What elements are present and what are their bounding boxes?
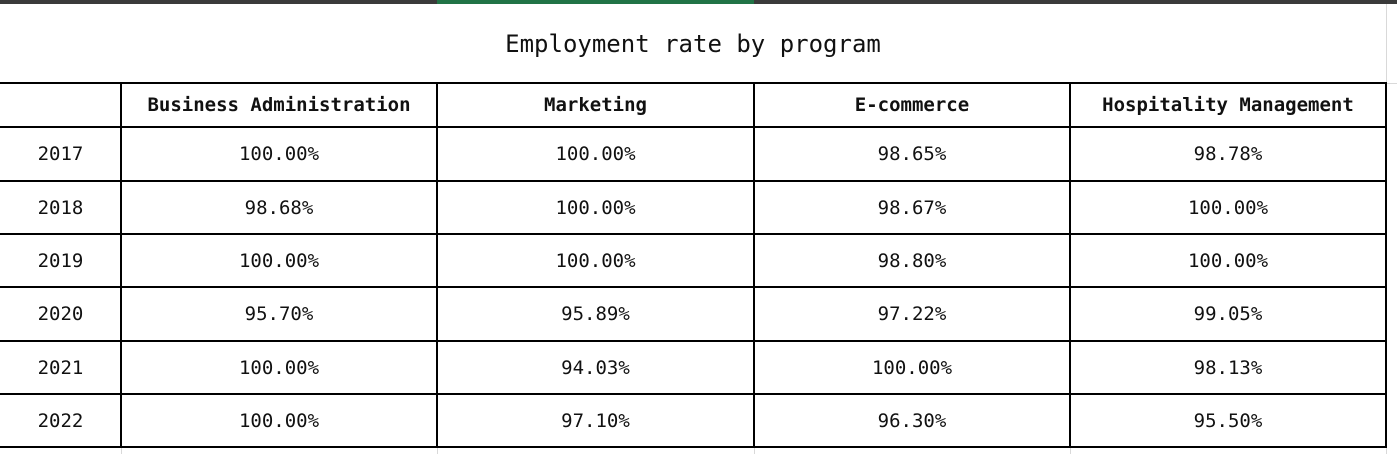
rate-cell: 100.00% [871,356,953,379]
rate-cell: 99.05% [1193,303,1263,325]
year-cell: 2022 [37,409,84,432]
rate-cell: 100.00% [238,249,320,272]
year-cell: 2019 [37,249,84,272]
cell-border [436,83,438,448]
rate-cell: 98.67% [877,196,947,219]
rate-cell: 97.22% [877,303,947,325]
rate-cell: 96.30% [877,409,947,432]
cell-border [1385,83,1387,448]
cell-border [1069,83,1071,448]
rate-cell: 100.00% [555,249,636,272]
rate-cell: 100.00% [555,196,636,219]
rate-cell: 95.89% [561,303,630,325]
rate-cell: 97.10% [561,409,630,432]
rate-cell: 100.00% [238,409,320,432]
sheet-gridline [1070,447,1071,454]
column-header: Hospitality Management [1102,94,1354,116]
rate-cell: 98.13% [1193,356,1263,379]
cell-border [753,83,755,448]
cell-border [120,83,122,448]
cell-border [0,233,1387,235]
rate-cell: 100.00% [555,143,636,165]
year-cell: 2018 [37,196,84,219]
cell-border [0,286,1387,288]
column-header: Marketing [544,94,647,116]
sheet-gridline [1386,83,1397,84]
sheet-gridline [437,447,438,454]
table-title: Employment rate by program [505,29,881,58]
cell-border [0,340,1387,342]
column-header: Business Administration [147,94,411,116]
cell-border [0,446,1387,448]
rate-cell: 98.68% [244,196,314,219]
rate-cell: 100.00% [238,356,320,379]
rate-cell: 95.50% [1193,409,1263,432]
rate-cell: 98.80% [877,249,947,272]
cell-border [0,82,1387,84]
year-cell: 2021 [37,356,84,379]
sheet-gridline [754,447,755,454]
cell-border [0,126,1387,128]
year-cell: 2017 [37,143,84,165]
cell-border [0,393,1387,395]
sheet-gridline [121,447,122,454]
rate-cell: 100.00% [238,143,320,165]
cell-border [0,180,1387,182]
rate-cell: 98.65% [877,143,947,165]
year-cell: 2020 [37,303,84,325]
rate-cell: 95.70% [244,303,314,325]
rate-cell: 100.00% [1187,196,1269,219]
rate-cell: 94.03% [561,356,630,379]
column-header: E-commerce [854,94,970,116]
selected-column-marker [437,0,754,4]
rate-cell: 100.00% [1187,249,1269,272]
rate-cell: 98.78% [1193,143,1263,165]
